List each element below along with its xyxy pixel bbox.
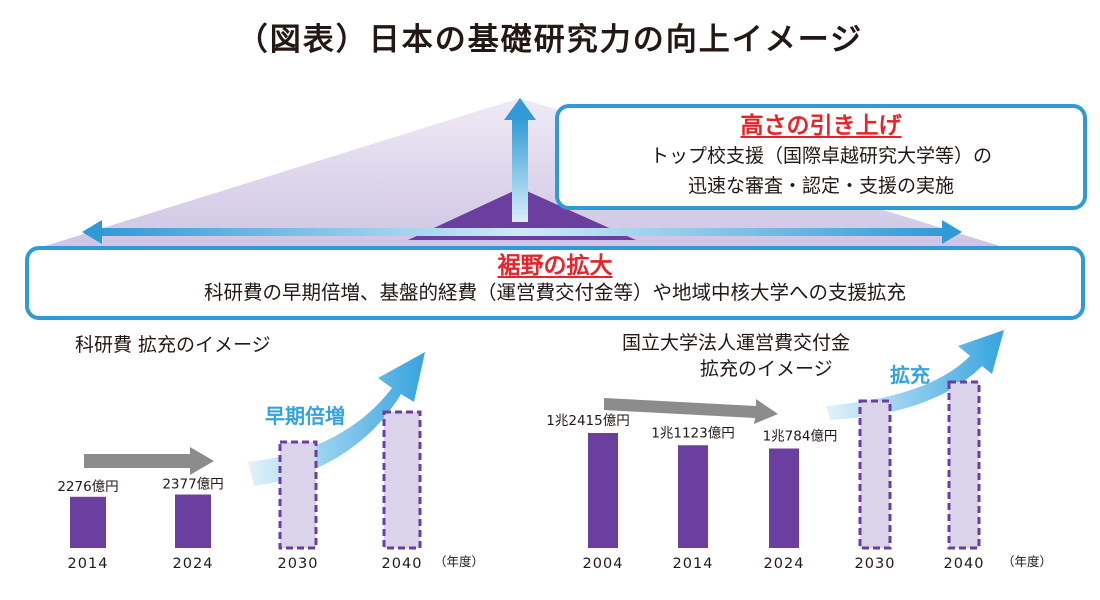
bar-value-label: 2276億円 xyxy=(57,479,118,495)
projection-label: 拡充 xyxy=(890,363,930,387)
x-tick-label: 2024 xyxy=(173,556,214,572)
kakenhi-trend-arrow xyxy=(84,447,214,475)
unkohi-growth-arrow xyxy=(826,330,1004,420)
bar-value-label: 1兆784億円 xyxy=(763,428,838,444)
bar-unkohi-2014 xyxy=(678,445,708,548)
bar-value-label: 1兆2415億円 xyxy=(546,413,629,429)
base-expansion-box: 裾野の拡大 科研費の早期倍増、基盤的経費（運営費交付金等）や地域中核大学への支援… xyxy=(25,246,1085,320)
unkohi-chart-title-line1: 国立大学法人運営費交付金 xyxy=(622,332,851,354)
x-tick-label: 2030 xyxy=(278,556,319,572)
bar-kakenhi-2024 xyxy=(175,494,211,548)
x-tick-label: 2040 xyxy=(944,556,985,572)
bar-unkohi-2004 xyxy=(588,433,618,548)
base-expansion-line1: 科研費の早期倍増、基盤的経費（運営費交付金等）や地域中核大学への支援拡充 xyxy=(203,281,906,304)
height-raise-box: 高さの引き上げ トップ校支援（国際卓越研究大学等）の 迅速な審査・認定・支援の実… xyxy=(555,104,1087,210)
height-raise-line2: 迅速な審査・認定・支援の実施 xyxy=(687,175,954,197)
x-tick-label: 2030 xyxy=(855,556,896,572)
kakenhi-growth-arrow xyxy=(248,352,425,486)
year-unit-label: （年度） xyxy=(434,554,484,569)
base-expansion-heading: 裾野の拡大 xyxy=(497,253,613,279)
projection-label: 早期倍増 xyxy=(265,404,345,428)
bar-unkohi-2024 xyxy=(769,448,799,548)
x-tick-label: 2014 xyxy=(68,556,109,572)
horizontal-double-arrow xyxy=(82,220,962,244)
x-tick-label: 2024 xyxy=(764,556,805,572)
unkohi-chart-title-line2: 拡充のイメージ xyxy=(700,358,833,380)
bar-value-label: 2377億円 xyxy=(162,477,223,493)
x-tick-label: 2014 xyxy=(673,556,714,572)
x-tick-label: 2040 xyxy=(382,556,423,572)
bar-kakenhi-projected-2040 xyxy=(382,410,422,550)
bar-unkohi-projected-2040 xyxy=(947,380,981,550)
kakenhi-chart-title: 科研費 拡充のイメージ xyxy=(75,334,271,356)
year-unit-label: （年度） xyxy=(1002,554,1052,569)
page-title: （図表）日本の基礎研究力の向上イメージ xyxy=(236,22,864,58)
height-raise-heading: 高さの引き上げ xyxy=(740,113,902,139)
bar-unkohi-projected-2030 xyxy=(858,399,892,550)
upward-arrow xyxy=(504,98,536,222)
bar-kakenhi-projected-2030 xyxy=(278,440,318,550)
x-tick-label: 2004 xyxy=(583,556,624,572)
bar-kakenhi-2014 xyxy=(70,496,106,548)
height-raise-line1: トップ校支援（国際卓越研究大学等）の xyxy=(649,145,992,167)
bar-value-label: 1兆1123億円 xyxy=(651,425,734,441)
unkohi-trend-arrow xyxy=(604,398,778,424)
